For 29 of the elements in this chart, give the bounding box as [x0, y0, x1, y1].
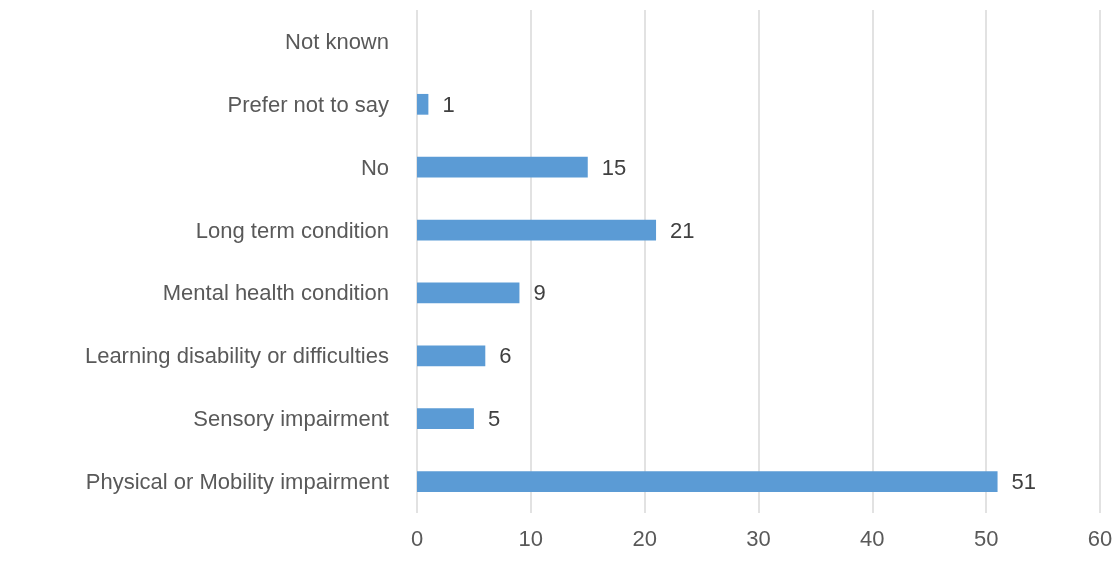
x-tick-label: 0	[410, 525, 424, 551]
data-label: 9	[533, 280, 546, 306]
bar	[417, 219, 657, 241]
bar	[417, 156, 588, 178]
y-tick-label: Long term condition	[195, 217, 389, 243]
bar	[417, 471, 998, 492]
data-label: 6	[499, 343, 512, 369]
y-tick-label: Learning disability or difficulties	[84, 343, 389, 369]
y-tick-label: Sensory impairment	[193, 406, 389, 432]
bar	[417, 408, 474, 430]
x-tick-label: 50	[973, 525, 999, 551]
y-tick-label: Not known	[285, 28, 389, 54]
bar	[417, 282, 520, 304]
y-tick-label: Mental health condition	[162, 280, 389, 306]
y-tick-label: No	[360, 154, 389, 180]
data-label: 5	[487, 406, 501, 432]
data-label: 1	[442, 91, 455, 117]
x-tick-label: 40	[860, 525, 885, 551]
y-tick-label: Prefer not to say	[227, 91, 389, 117]
y-tick-label: Physical or Mobility impairment	[85, 469, 389, 495]
x-tick-label: 20	[632, 525, 657, 551]
x-tick-label: 60	[1087, 525, 1113, 551]
data-label: 15	[601, 154, 627, 180]
data-label: 51	[1011, 469, 1037, 495]
bar	[417, 93, 429, 115]
data-label: 21	[670, 217, 695, 243]
x-tick-label: 30	[746, 525, 771, 551]
x-tick-label: 10	[518, 525, 544, 551]
bar	[417, 345, 486, 367]
